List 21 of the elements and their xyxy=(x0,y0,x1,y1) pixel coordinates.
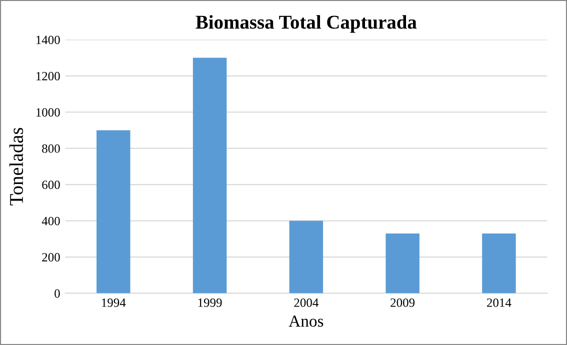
y-tick-label: 1400 xyxy=(36,36,60,44)
y-axis-title: Toneladas xyxy=(9,128,24,206)
y-tick-label: 200 xyxy=(42,253,60,262)
bar xyxy=(482,233,516,294)
bar xyxy=(96,130,130,294)
x-axis-title: Anos xyxy=(288,316,324,327)
bar xyxy=(386,233,420,294)
x-tick-label: 2014 xyxy=(487,298,512,307)
y-tick-label: 800 xyxy=(42,144,60,153)
bar xyxy=(289,220,324,294)
y-tick-label: 0 xyxy=(54,289,60,298)
chart-title: Biomassa Total Capturada xyxy=(196,15,417,33)
y-tick-label: 1000 xyxy=(36,108,60,117)
y-tick-label: 600 xyxy=(42,180,60,190)
x-tick-label: 1999 xyxy=(198,298,222,307)
x-tick-label: 1994 xyxy=(102,298,126,307)
y-tick-label: 400 xyxy=(42,216,60,226)
y-tick-label: 1200 xyxy=(36,72,60,80)
x-tick-label: 2009 xyxy=(390,298,415,307)
x-tick-label: 2004 xyxy=(294,298,318,307)
bar xyxy=(192,58,227,294)
